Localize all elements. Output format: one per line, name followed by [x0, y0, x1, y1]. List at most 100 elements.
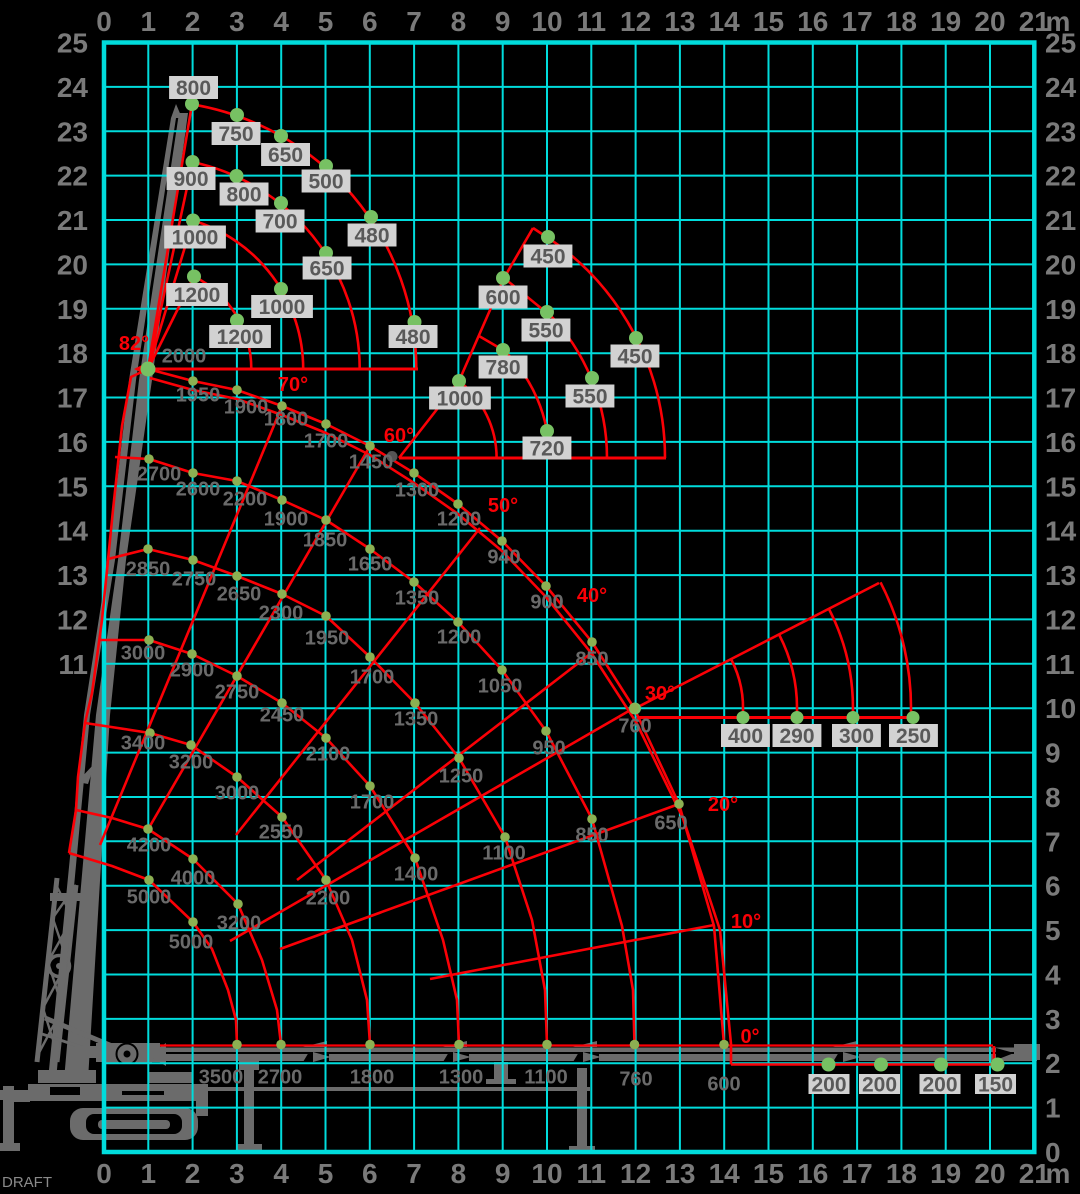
- svg-text:900: 900: [530, 591, 563, 613]
- svg-text:16: 16: [797, 1158, 828, 1189]
- svg-text:18: 18: [886, 1158, 917, 1189]
- svg-text:20: 20: [974, 6, 1005, 37]
- svg-text:20°: 20°: [708, 794, 738, 816]
- svg-text:900: 900: [173, 168, 208, 191]
- svg-text:15: 15: [753, 6, 784, 37]
- svg-text:1700: 1700: [350, 791, 395, 813]
- svg-text:19: 19: [1045, 294, 1076, 325]
- svg-text:20: 20: [974, 1158, 1005, 1189]
- svg-text:3200: 3200: [217, 912, 262, 934]
- svg-text:60°: 60°: [384, 425, 414, 447]
- svg-text:1: 1: [141, 1158, 157, 1189]
- svg-text:1800: 1800: [350, 1066, 395, 1088]
- svg-text:25: 25: [57, 28, 88, 59]
- svg-text:1850: 1850: [303, 529, 348, 551]
- svg-text:3500: 3500: [199, 1066, 244, 1088]
- svg-text:0: 0: [96, 6, 112, 37]
- svg-text:290: 290: [779, 725, 814, 748]
- svg-text:15: 15: [57, 471, 88, 502]
- svg-text:1200: 1200: [437, 508, 482, 530]
- svg-text:800: 800: [226, 184, 261, 207]
- svg-text:11: 11: [576, 6, 606, 37]
- svg-text:11: 11: [1045, 649, 1075, 680]
- svg-text:15: 15: [753, 1158, 784, 1189]
- svg-text:18: 18: [57, 338, 88, 369]
- svg-text:10°: 10°: [731, 911, 761, 933]
- svg-text:13: 13: [1045, 560, 1076, 591]
- svg-text:5: 5: [318, 1158, 334, 1189]
- svg-text:1000: 1000: [437, 388, 484, 411]
- svg-text:82°: 82°: [119, 333, 149, 355]
- svg-text:12: 12: [620, 1158, 651, 1189]
- svg-text:10: 10: [531, 6, 562, 37]
- svg-text:23: 23: [1045, 116, 1076, 147]
- svg-text:1350: 1350: [395, 587, 440, 609]
- svg-text:17: 17: [1045, 383, 1076, 414]
- svg-text:1800: 1800: [264, 408, 309, 430]
- svg-text:2450: 2450: [260, 704, 305, 726]
- svg-text:2300: 2300: [259, 602, 304, 624]
- svg-text:17: 17: [57, 383, 88, 414]
- svg-text:1950: 1950: [305, 627, 350, 649]
- svg-text:700: 700: [262, 211, 297, 234]
- svg-text:14: 14: [709, 1158, 741, 1189]
- svg-text:19: 19: [930, 6, 961, 37]
- svg-text:0°: 0°: [740, 1026, 759, 1048]
- svg-text:20: 20: [57, 249, 88, 280]
- svg-text:22: 22: [57, 161, 88, 192]
- svg-text:11: 11: [58, 649, 88, 680]
- svg-text:550: 550: [528, 320, 563, 343]
- svg-text:3: 3: [229, 1158, 245, 1189]
- svg-text:4200: 4200: [127, 834, 172, 856]
- svg-text:13: 13: [664, 1158, 695, 1189]
- svg-text:50°: 50°: [488, 495, 518, 517]
- svg-text:21: 21: [57, 205, 88, 236]
- svg-text:18: 18: [1045, 338, 1076, 369]
- svg-text:20: 20: [1045, 249, 1076, 280]
- svg-text:2700: 2700: [137, 463, 182, 485]
- svg-text:16: 16: [57, 427, 88, 458]
- svg-text:1: 1: [141, 6, 157, 37]
- svg-text:1300: 1300: [439, 1066, 484, 1088]
- svg-text:8: 8: [451, 1158, 467, 1189]
- svg-text:16: 16: [797, 6, 828, 37]
- svg-text:13: 13: [664, 6, 695, 37]
- svg-text:14: 14: [709, 6, 741, 37]
- svg-text:21: 21: [1045, 205, 1076, 236]
- svg-text:11: 11: [576, 1158, 606, 1189]
- svg-text:1000: 1000: [172, 227, 219, 250]
- svg-text:23: 23: [57, 116, 88, 147]
- svg-text:200: 200: [922, 1074, 957, 1097]
- svg-text:1100: 1100: [524, 1066, 567, 1088]
- svg-text:6: 6: [1045, 871, 1061, 902]
- svg-text:30°: 30°: [645, 683, 675, 705]
- svg-text:24: 24: [57, 72, 89, 103]
- svg-text:2200: 2200: [223, 488, 268, 510]
- svg-text:550: 550: [572, 386, 607, 409]
- svg-text:5: 5: [318, 6, 334, 37]
- svg-text:940: 940: [487, 546, 520, 568]
- svg-text:2: 2: [1045, 1048, 1061, 1079]
- svg-text:2200: 2200: [306, 887, 351, 909]
- svg-text:22: 22: [1045, 161, 1076, 192]
- svg-text:2000: 2000: [162, 345, 207, 367]
- svg-text:2750: 2750: [215, 681, 260, 703]
- svg-text:480: 480: [354, 225, 389, 248]
- svg-text:3400: 3400: [121, 732, 166, 754]
- svg-text:15: 15: [1045, 471, 1076, 502]
- svg-text:6: 6: [362, 1158, 378, 1189]
- svg-text:12: 12: [57, 604, 88, 635]
- svg-text:720: 720: [529, 438, 564, 461]
- svg-text:7: 7: [406, 6, 422, 37]
- svg-text:2: 2: [185, 1158, 201, 1189]
- svg-text:2900: 2900: [170, 659, 215, 681]
- svg-text:800: 800: [176, 77, 211, 100]
- svg-text:25: 25: [1045, 28, 1076, 59]
- svg-text:1350: 1350: [394, 708, 439, 730]
- svg-text:8: 8: [451, 6, 467, 37]
- svg-text:70°: 70°: [278, 374, 308, 396]
- svg-text:3: 3: [229, 6, 245, 37]
- svg-text:5000: 5000: [169, 931, 214, 953]
- svg-text:650: 650: [654, 812, 687, 834]
- svg-text:8: 8: [1045, 782, 1061, 813]
